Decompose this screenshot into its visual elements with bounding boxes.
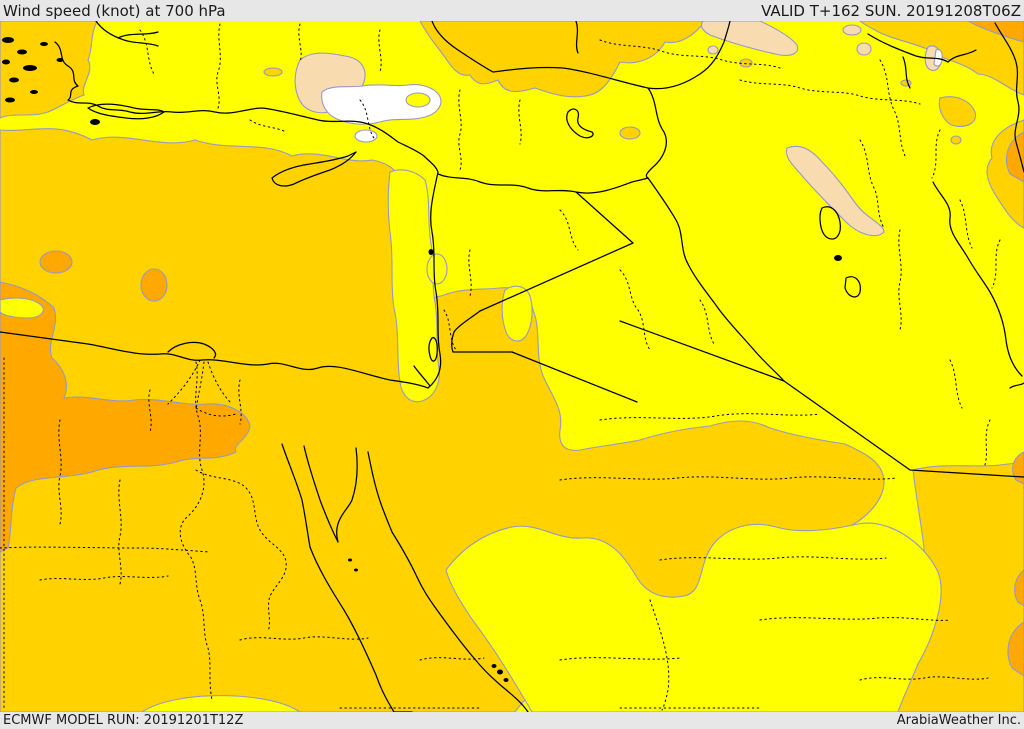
contour-fill-yellow-overlays [0, 169, 942, 713]
lakes-and-islands [2, 37, 861, 682]
contour-fill-gold [0, 20, 1024, 713]
contour-fill-white [321, 48, 943, 143]
admin-boundaries-dotted [0, 23, 1001, 711]
country-borders [0, 20, 1024, 713]
header-bar: Wind speed (knot) at 700 hPa VALID T+162… [0, 0, 1024, 21]
footer-bar: ECMWF MODEL RUN: 20191201T12Z ArabiaWeat… [0, 712, 1024, 729]
contour-fill-orange [0, 20, 1024, 677]
attribution-label: ArabiaWeather Inc. [896, 713, 1021, 728]
model-run-label: ECMWF MODEL RUN: 20191201T12Z [3, 713, 244, 728]
valid-time-label: VALID T+162 SUN. 20191208T06Z [761, 1, 1021, 20]
map-title: Wind speed (knot) at 700 hPa [3, 1, 226, 20]
